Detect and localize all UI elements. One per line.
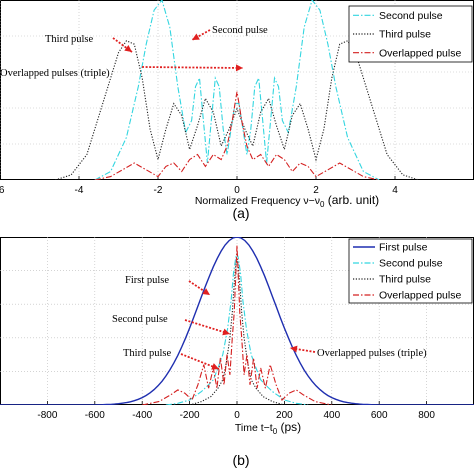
- annotation-arrowhead: [124, 45, 132, 52]
- x-axis-label: Time t−t0 (ps): [235, 420, 301, 436]
- series-line-second: [94, 0, 380, 180]
- x-tick-label: 0: [234, 410, 240, 421]
- annotation-arrow: [141, 66, 244, 69]
- panel-label: (a): [232, 205, 249, 221]
- annotation-arrowhead: [290, 345, 298, 353]
- legend-label-first: First pulse: [379, 242, 428, 254]
- x-tick-label: -200: [180, 410, 200, 421]
- x-tick-label: 200: [276, 410, 293, 421]
- annotation-label: Overlapped pulses (triple): [0, 68, 110, 79]
- legend: First pulse Second pulse Third pulse Overla…: [348, 238, 473, 304]
- chart-panel-b: -800 -600 -400 -200 0 200 400 600 800 First pulse…: [0, 237, 474, 468]
- x-tick-label: 400: [323, 410, 340, 421]
- panel-label: (b): [232, 452, 249, 468]
- legend-label-third: Third pulse: [379, 29, 431, 41]
- annotation-arrowhead: [211, 363, 219, 370]
- annotation-label: Second pulse: [112, 314, 168, 325]
- x-tick-label: 2: [313, 185, 319, 196]
- x-tick-label: -800: [37, 410, 57, 421]
- annotation-arrow: [188, 280, 211, 296]
- series-line-third: [55, 40, 419, 180]
- x-tick-label: -600: [85, 410, 105, 421]
- x-tick-label: 0: [234, 185, 240, 196]
- x-tick-label: 800: [418, 410, 435, 421]
- x-tick-label: 600: [371, 410, 388, 421]
- x-tick-label: -2: [154, 185, 163, 196]
- annotation-label: Second pulse: [212, 25, 268, 36]
- legend-label-second: Second pulse: [379, 10, 443, 22]
- x-axis-label: Normalized Frequency ν−ν0 (arb. unit): [195, 193, 379, 209]
- annotation-arrow: [184, 319, 231, 335]
- legend-label-overlapped: Overlapped pulse: [379, 47, 461, 59]
- annotation-arrowhead: [235, 64, 243, 72]
- series-line-overlapped: [94, 91, 380, 180]
- legend-box: [348, 238, 473, 304]
- annotation-label: Overlapped pulses (triple): [317, 348, 427, 359]
- annotation-arrowhead: [222, 328, 230, 336]
- annotation-label: Third pulse: [45, 34, 93, 45]
- annotation-arrowhead: [192, 33, 200, 40]
- chart-panel-a: -6 -4 -2 0 2 4 Second pulse Third pulse Overlapp…: [0, 0, 474, 221]
- x-tick-label: -400: [132, 410, 152, 421]
- x-tick-label: -4: [75, 185, 84, 196]
- legend-label-third: Third pulse: [379, 274, 431, 286]
- x-tick-label: 4: [392, 185, 398, 196]
- x-tick-label: -6: [0, 185, 5, 196]
- legend-label-second: Second pulse: [379, 258, 443, 270]
- legend: Second pulse Third pulse Overlapped pulse: [348, 5, 473, 63]
- annotation-arrowhead: [202, 288, 210, 295]
- annotation-arrow: [289, 347, 316, 353]
- legend-label-overlapped: Overlapped pulse: [379, 290, 461, 302]
- annotation-label: Third pulse: [123, 348, 171, 359]
- annotation-label: First pulse: [125, 275, 169, 286]
- series-line-overlapped: [142, 245, 332, 405]
